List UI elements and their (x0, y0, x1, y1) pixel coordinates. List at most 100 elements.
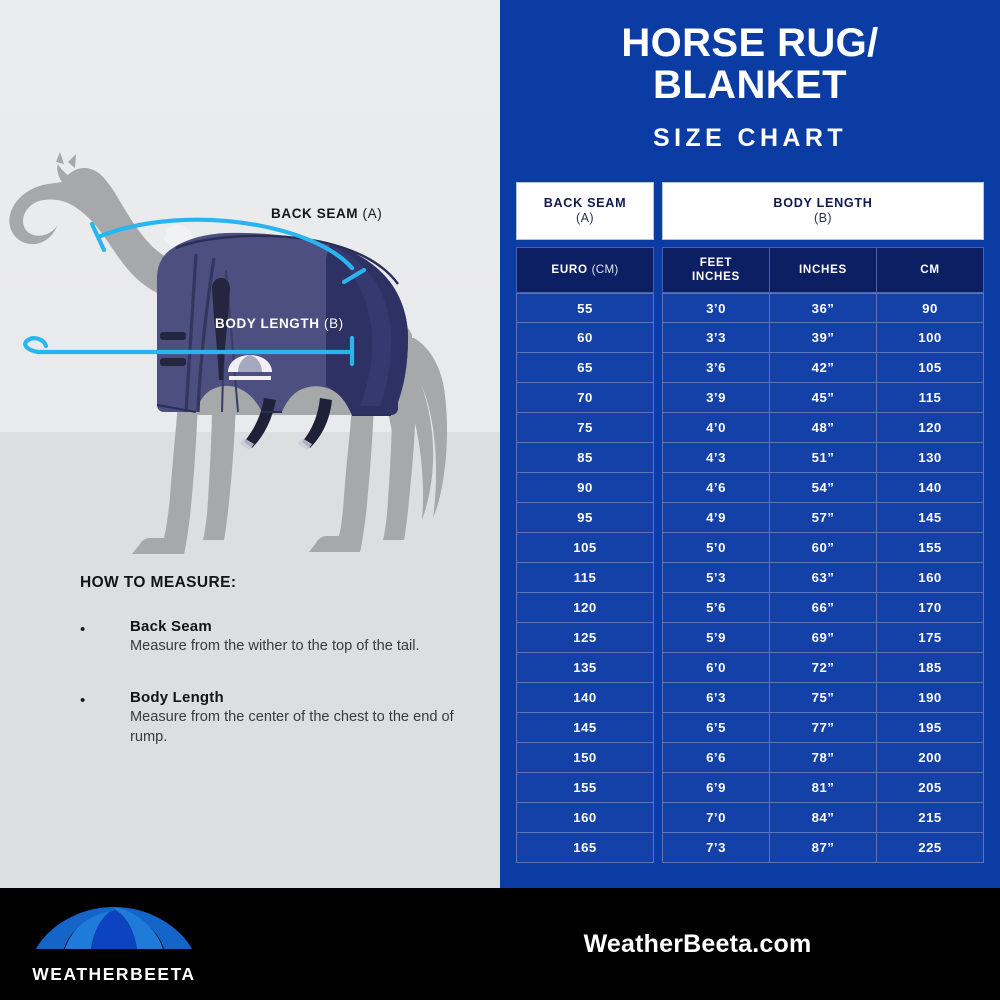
belly-strap-buckles (240, 438, 312, 450)
cell-euro: 55 (516, 293, 654, 323)
cell-euro: 140 (516, 683, 654, 713)
cell-feet-inches: 4’6 (662, 473, 770, 503)
cell-inches: 45” (770, 383, 877, 413)
row-cell-group-right: 7’0 84” 215 (662, 803, 984, 833)
list-item: • Back Seam Measure from the wither to t… (80, 618, 480, 657)
cell-cm: 225 (877, 833, 984, 863)
measure-term: Body Length (130, 688, 224, 706)
cell-inches: 42” (770, 353, 877, 383)
cell-euro: 135 (516, 653, 654, 683)
row-cell-group-left: 105 (516, 533, 654, 563)
group-header-back-seam: BACK SEAM (A) (516, 182, 654, 240)
cell-euro: 85 (516, 443, 654, 473)
cell-feet-inches: 6’6 (662, 743, 770, 773)
column-header-inches: INCHES (770, 247, 877, 293)
cell-inches: 77” (770, 713, 877, 743)
cell-feet-inches: 6’3 (662, 683, 770, 713)
page-subtitle: SIZE CHART (653, 123, 847, 152)
cell-feet-inches: 7’0 (662, 803, 770, 833)
cell-feet-inches: 5’6 (662, 593, 770, 623)
row-cell-group-left: 135 (516, 653, 654, 683)
column-header-euro-unit: (CM) (591, 263, 619, 277)
cell-feet-inches: 3’0 (662, 293, 770, 323)
cell-cm: 215 (877, 803, 984, 833)
table-row: 140 6’3 75” 190 (516, 683, 984, 713)
column-header-cm-label: CM (920, 263, 940, 277)
table-row: 165 7’3 87” 225 (516, 833, 984, 863)
chest-buckle-lower (160, 358, 186, 366)
table-row: 125 5’9 69” 175 (516, 623, 984, 653)
row-cell-group-left: 125 (516, 623, 654, 653)
table-row: 65 3’6 42” 105 (516, 353, 984, 383)
cell-euro: 70 (516, 383, 654, 413)
body-length-label-text: BODY LENGTH (215, 316, 320, 331)
cell-euro: 65 (516, 353, 654, 383)
column-header-feet-inches-line1: FEET (699, 256, 733, 270)
rug-shoulder-seam-1 (184, 253, 198, 413)
weatherbeeta-dome-logo (36, 907, 192, 949)
how-to-measure-title: HOW TO MEASURE: (80, 574, 237, 591)
cell-cm: 120 (877, 413, 984, 443)
row-cell-group-left: 160 (516, 803, 654, 833)
row-cell-group-left: 85 (516, 443, 654, 473)
row-cell-group-left: 115 (516, 563, 654, 593)
cell-cm: 145 (877, 503, 984, 533)
cell-euro: 120 (516, 593, 654, 623)
rug-neck-closure (212, 278, 230, 380)
cell-euro: 145 (516, 713, 654, 743)
cell-feet-inches: 5’9 (662, 623, 770, 653)
row-cell-group-right: 4’3 51” 130 (662, 443, 984, 473)
table-row: 95 4’9 57” 145 (516, 503, 984, 533)
row-cell-group-left: 60 (516, 323, 654, 353)
measure-term: Back Seam (130, 618, 212, 635)
how-to-measure-list: • Back Seam Measure from the wither to t… (80, 618, 480, 748)
rug-rear-highlight (332, 246, 392, 406)
cell-cm: 105 (877, 353, 984, 383)
brand-wordmark: WEATHERBEETA (32, 964, 196, 984)
row-cell-group-left: 165 (516, 833, 654, 863)
cell-feet-inches: 5’3 (662, 563, 770, 593)
cell-inches: 69” (770, 623, 877, 653)
row-cell-group-right: 4’9 57” 145 (662, 503, 984, 533)
row-cell-group-left: 150 (516, 743, 654, 773)
cell-inches: 57” (770, 503, 877, 533)
size-chart-table: BACK SEAM (A) BODY LENGTH (B) EURO (CM) (500, 182, 1000, 863)
brand-logo: WEATHERBEETA (24, 903, 204, 985)
illustration-panel: BACK SEAM (A) BODY LENGTH (B) HOW TO MEA… (0, 0, 500, 888)
row-cell-group-right: 3’3 39” 100 (662, 323, 984, 353)
page-title: HORSE RUG/ BLANKET (524, 22, 976, 107)
website-url: WeatherBeeta.com (583, 929, 812, 958)
row-cell-group-left: 140 (516, 683, 654, 713)
measure-description: Measure from the wither to the top of th… (130, 638, 420, 654)
measurement-lines (23, 217, 367, 367)
body-length-label-paren: (B) (323, 316, 344, 331)
table-row: 155 6’9 81” 205 (516, 773, 984, 803)
column-header-inches-label: INCHES (798, 263, 847, 277)
cell-euro: 155 (516, 773, 654, 803)
cell-inches: 66” (770, 593, 877, 623)
table-body: 55 3’0 36” 90 60 3’3 39” 100 65 3’6 42” 105 70 3’9 45”… (516, 293, 984, 863)
row-cell-group-right: 5’0 60” 155 (662, 533, 984, 563)
row-cell-group-right: 5’6 66” 170 (662, 593, 984, 623)
cell-euro: 75 (516, 413, 654, 443)
row-cell-group-right: 3’6 42” 105 (662, 353, 984, 383)
group-header-body-length: BODY LENGTH (B) (662, 182, 984, 240)
cell-euro: 60 (516, 323, 654, 353)
table-row: 90 4’6 54” 140 (516, 473, 984, 503)
column-header-euro: EURO (CM) (516, 247, 654, 293)
cell-euro: 125 (516, 623, 654, 653)
cell-feet-inches: 6’9 (662, 773, 770, 803)
table-row: 70 3’9 45” 115 (516, 383, 984, 413)
cell-feet-inches: 4’0 (662, 413, 770, 443)
cell-euro: 115 (516, 563, 654, 593)
row-cell-group-left: 145 (516, 713, 654, 743)
belly-strap-2 (302, 398, 332, 448)
back-seam-tick-end (341, 267, 367, 285)
cell-feet-inches: 3’3 (662, 323, 770, 353)
cell-inches: 81” (770, 773, 877, 803)
row-cell-group-right: 4’6 54” 140 (662, 473, 984, 503)
cell-cm: 195 (877, 713, 984, 743)
cell-euro: 95 (516, 503, 654, 533)
table-row: 55 3’0 36” 90 (516, 293, 984, 323)
